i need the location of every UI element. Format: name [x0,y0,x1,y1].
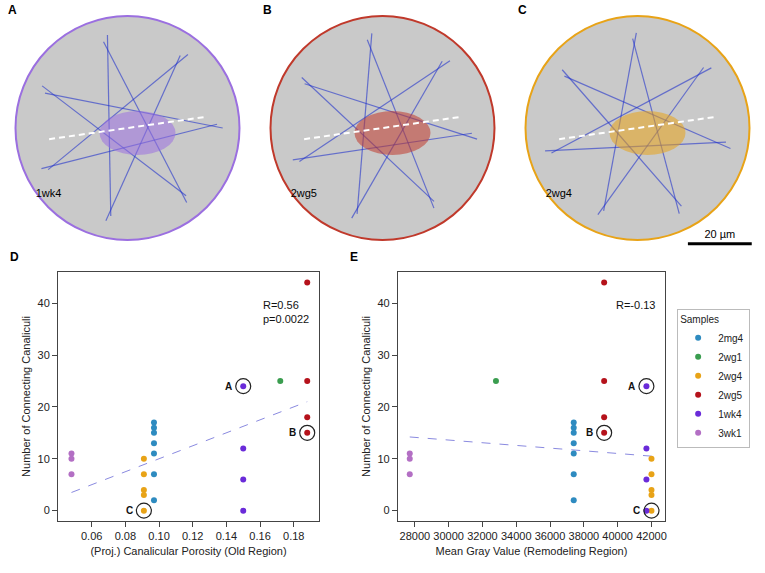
svg-text:R=0.56p=0.0022: R=0.56p=0.0022 [263,299,309,325]
svg-text:3wk1: 3wk1 [718,428,742,439]
svg-text:(Proj.) Canalicular Porosity (: (Proj.) Canalicular Porosity (Old Region… [90,545,286,557]
svg-text:28000: 28000 [400,530,431,542]
svg-text:E: E [350,250,358,264]
svg-text:C: C [518,3,527,17]
svg-text:Number of Connecting Canalicul: Number of Connecting Canaliculi [360,316,372,477]
svg-text:34000: 34000 [501,530,532,542]
svg-text:42000: 42000 [636,530,667,542]
svg-text:0.16: 0.16 [249,530,270,542]
svg-text:20: 20 [38,401,50,413]
svg-text:A: A [225,381,232,392]
svg-text:10: 10 [38,453,50,465]
svg-text:0.12: 0.12 [182,530,203,542]
svg-text:10: 10 [377,453,389,465]
svg-text:20: 20 [377,401,389,413]
svg-text:0: 0 [44,504,50,516]
svg-text:C: C [126,505,133,516]
svg-text:Mean Gray Value (Remodeling Re: Mean Gray Value (Remodeling Region) [436,545,628,557]
svg-text:B: B [586,427,593,438]
svg-text:0.18: 0.18 [283,530,304,542]
svg-text:Samples: Samples [680,314,719,325]
svg-text:0.06: 0.06 [81,530,102,542]
svg-text:1wk4: 1wk4 [718,409,742,420]
svg-text:B: B [263,3,272,17]
svg-text:30: 30 [38,349,50,361]
svg-text:R=-0.13: R=-0.13 [616,299,655,311]
svg-text:40000: 40000 [602,530,633,542]
svg-text:2wg1: 2wg1 [718,352,742,363]
svg-text:20 µm: 20 µm [704,228,735,240]
svg-text:38000: 38000 [569,530,600,542]
svg-text:2wg5: 2wg5 [718,390,742,401]
svg-text:36000: 36000 [535,530,566,542]
svg-text:2wg5: 2wg5 [291,187,317,199]
svg-text:30: 30 [377,349,389,361]
svg-text:1wk4: 1wk4 [36,187,62,199]
svg-text:B: B [289,427,296,438]
svg-text:32000: 32000 [467,530,498,542]
svg-text:0.14: 0.14 [216,530,237,542]
svg-text:2wg4: 2wg4 [546,187,572,199]
svg-text:Number of Connecting Canalicul: Number of Connecting Canaliculi [20,316,32,477]
svg-text:2wg4: 2wg4 [718,371,742,382]
svg-text:40: 40 [377,297,389,309]
svg-text:2mg4: 2mg4 [718,333,743,344]
svg-text:0.08: 0.08 [115,530,136,542]
svg-text:C: C [633,505,640,516]
svg-text:A: A [628,381,635,392]
svg-text:0: 0 [384,504,390,516]
svg-text:30000: 30000 [433,530,464,542]
svg-text:A: A [8,3,17,17]
svg-text:40: 40 [38,297,50,309]
svg-text:D: D [10,250,19,264]
svg-text:0.10: 0.10 [148,530,169,542]
